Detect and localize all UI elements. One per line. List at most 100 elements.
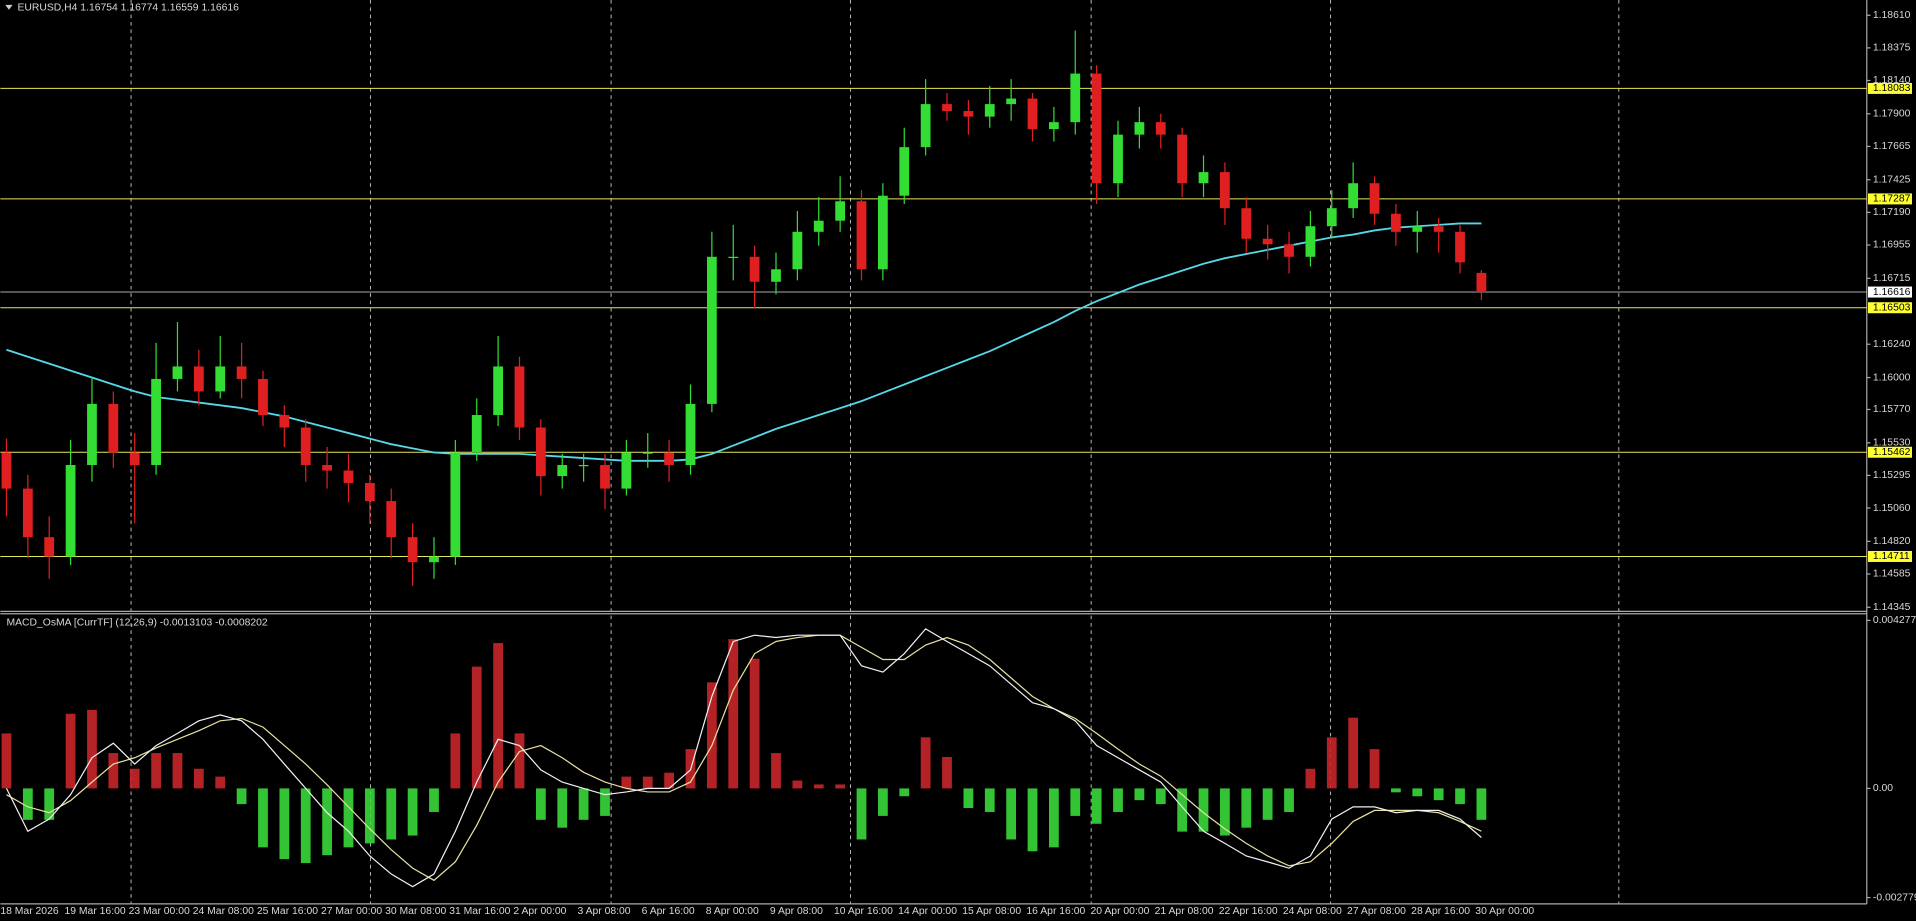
x-tick-label: 18 Mar 2026 <box>0 906 58 917</box>
histogram-bar <box>728 639 739 789</box>
x-tick-label: 2 Apr 00:00 <box>513 906 566 917</box>
candle-body <box>236 366 247 379</box>
histogram-bar <box>557 788 568 828</box>
level-label-box <box>1868 82 1912 94</box>
histogram-bar <box>1134 788 1145 801</box>
level-label: 1.18083 <box>1873 83 1911 94</box>
candle-body <box>621 452 632 489</box>
candle-body <box>1 452 12 489</box>
x-tick-label: 3 Apr 08:00 <box>578 906 631 917</box>
candle-body <box>1027 98 1038 130</box>
level-label: 1.14711 <box>1873 551 1910 562</box>
x-tick-label: 9 Apr 08:00 <box>770 906 823 917</box>
histogram-bar <box>1 733 12 789</box>
y-tick-label: 1.16000 <box>1873 372 1911 383</box>
price-label-box <box>1868 286 1912 298</box>
candle-body <box>322 464 332 471</box>
y-tick-label: 1.17900 <box>1873 109 1911 120</box>
histogram-bar <box>877 788 888 816</box>
y-tick-label: 1.15060 <box>1873 503 1911 514</box>
histogram-bar <box>322 788 332 856</box>
x-tick-label: 30 Mar 08:00 <box>385 906 446 917</box>
x-tick-label: 19 Mar 16:00 <box>64 906 125 917</box>
level-label: 1.15462 <box>1873 447 1911 458</box>
y-tick-label: 1.16955 <box>1873 240 1911 251</box>
x-tick-label: 21 Apr 08:00 <box>1155 906 1214 917</box>
candle-body <box>835 201 846 221</box>
histogram-bar <box>856 788 867 840</box>
histogram-bar <box>1326 737 1337 789</box>
candle-body <box>450 452 461 557</box>
x-tick-label: 24 Apr 08:00 <box>1283 906 1342 917</box>
candle-body <box>1070 73 1081 123</box>
candle-body <box>899 147 910 196</box>
candle-body <box>108 403 119 453</box>
candle-body <box>600 464 610 489</box>
histogram-bar <box>899 788 910 797</box>
histogram-bar <box>151 753 161 789</box>
histogram-bar <box>578 788 589 820</box>
x-tick-label: 10 Apr 16:00 <box>834 906 893 917</box>
histogram-bar <box>1070 788 1081 816</box>
histogram-bar <box>279 788 290 860</box>
histogram-bar <box>942 756 952 789</box>
candle-body <box>65 464 76 557</box>
candle-body <box>1134 122 1145 135</box>
histogram-bar <box>236 788 247 805</box>
x-tick-label: 28 Apr 16:00 <box>1411 906 1470 917</box>
level-label-box <box>1868 193 1912 205</box>
histogram-bar <box>1177 788 1188 832</box>
candle-body <box>1177 134 1188 184</box>
y-tick-label: 1.17190 <box>1873 207 1911 218</box>
candle-body <box>1113 134 1123 184</box>
histogram-bar <box>664 772 675 789</box>
histogram-bar <box>493 643 503 789</box>
y-tick-label: 0.00 <box>1873 783 1893 794</box>
candle-body <box>642 452 653 454</box>
candle-body <box>856 201 867 270</box>
histogram-bar <box>706 682 717 789</box>
histogram-bar <box>835 784 846 789</box>
histogram-bar <box>1049 788 1059 848</box>
histogram-bar <box>1027 788 1038 852</box>
candle-body <box>749 256 760 282</box>
x-tick-label: 31 Mar 16:00 <box>449 906 510 917</box>
histogram-bar <box>1241 788 1252 828</box>
y-tick-label: 1.17665 <box>1873 141 1911 152</box>
candle-body <box>1348 183 1359 209</box>
histogram-bar <box>343 788 354 848</box>
candle-body <box>535 427 546 477</box>
histogram-bar <box>258 788 268 848</box>
candle-body <box>1155 122 1166 135</box>
macd-line <box>5 628 1482 888</box>
x-tick-label: 25 Mar 16:00 <box>257 906 318 917</box>
x-tick-label: 6 Apr 16:00 <box>642 906 695 917</box>
histogram-bar <box>386 788 397 840</box>
histogram-bar <box>621 776 632 789</box>
histogram-bar <box>1348 717 1359 789</box>
y-tick-label: 1.18140 <box>1873 75 1911 86</box>
x-tick-label: 8 Apr 00:00 <box>706 906 759 917</box>
candle-body <box>792 231 803 270</box>
candle-body <box>343 470 354 484</box>
histogram-bar <box>1305 768 1316 789</box>
candle-body <box>1241 208 1252 239</box>
candle-body <box>1391 213 1401 232</box>
candle-body <box>193 366 204 392</box>
histogram-bar <box>1412 788 1423 797</box>
candle-body <box>1369 183 1380 214</box>
candle-body <box>1305 226 1316 257</box>
candle-body <box>1412 226 1423 232</box>
histogram-bar <box>1369 749 1380 789</box>
candle-body <box>706 256 717 404</box>
histogram-bar <box>129 768 140 789</box>
y-tick-label: 1.15530 <box>1873 438 1911 449</box>
x-tick-label: 16 Apr 16:00 <box>1026 906 1085 917</box>
candle-body <box>1198 172 1209 184</box>
histogram-bar <box>771 753 781 789</box>
histogram-bar <box>1262 788 1273 820</box>
candle-body <box>1326 208 1337 227</box>
candle-body <box>1262 238 1273 245</box>
histogram-bar <box>22 788 33 820</box>
